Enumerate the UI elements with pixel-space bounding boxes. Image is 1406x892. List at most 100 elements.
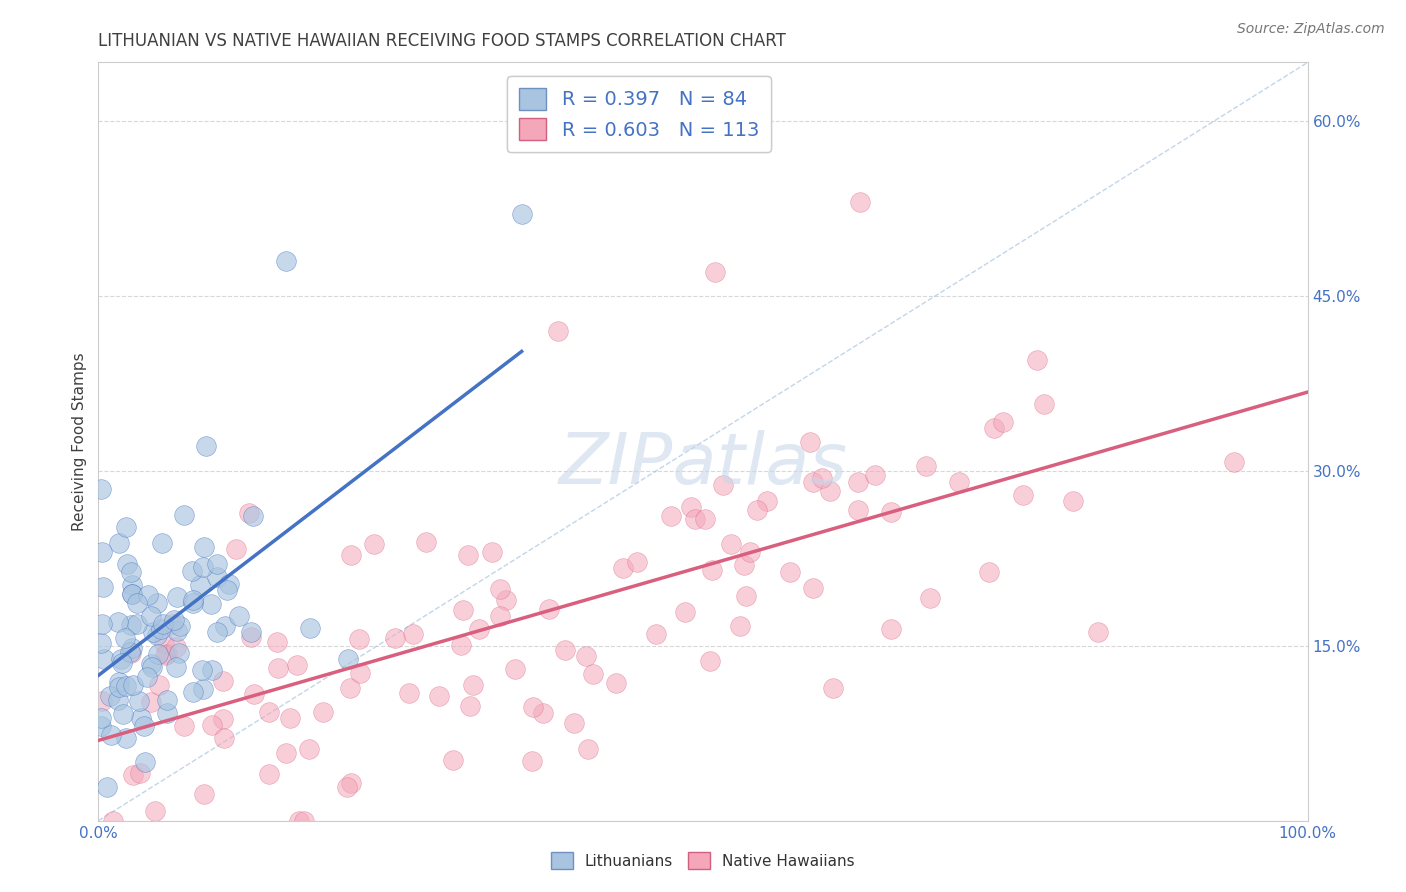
Point bbox=[148, 678, 170, 692]
Point bbox=[340, 548, 363, 562]
Point bbox=[205, 570, 228, 584]
Point bbox=[450, 638, 472, 652]
Point bbox=[120, 645, 142, 659]
Point bbox=[531, 706, 554, 720]
Point bbox=[846, 503, 869, 517]
Point bbox=[702, 563, 724, 577]
Point bbox=[298, 621, 321, 635]
Legend: R = 0.397   N = 84, R = 0.603   N = 113: R = 0.397 N = 84, R = 0.603 N = 113 bbox=[508, 76, 770, 152]
Point bbox=[801, 581, 824, 595]
Point bbox=[214, 619, 236, 633]
Point bbox=[166, 590, 188, 604]
Point bbox=[121, 565, 143, 579]
Point bbox=[266, 635, 288, 649]
Point bbox=[180, 564, 202, 578]
Point bbox=[115, 731, 138, 746]
Point bbox=[453, 603, 475, 617]
Point bbox=[679, 500, 702, 514]
Point bbox=[880, 505, 903, 519]
Point bbox=[756, 494, 779, 508]
Point bbox=[576, 741, 599, 756]
Point bbox=[114, 632, 136, 646]
Point bbox=[115, 557, 138, 571]
Point bbox=[121, 587, 143, 601]
Point bbox=[458, 699, 481, 714]
Point bbox=[191, 663, 214, 677]
Point bbox=[111, 656, 134, 670]
Point bbox=[849, 195, 872, 210]
Point bbox=[121, 578, 143, 592]
Point bbox=[489, 609, 512, 624]
Point bbox=[108, 535, 131, 549]
Point bbox=[111, 706, 134, 721]
Point bbox=[212, 673, 235, 688]
Y-axis label: Receiving Food Stamps: Receiving Food Stamps bbox=[72, 352, 87, 531]
Point bbox=[150, 535, 173, 549]
Point bbox=[167, 646, 190, 660]
Point bbox=[212, 712, 235, 726]
Point bbox=[734, 589, 756, 603]
Point bbox=[121, 768, 143, 782]
Point bbox=[695, 512, 717, 526]
Point bbox=[920, 591, 942, 605]
Point bbox=[131, 711, 153, 725]
Point bbox=[811, 471, 834, 485]
Point bbox=[212, 731, 235, 746]
Point bbox=[280, 711, 302, 725]
Point bbox=[134, 719, 156, 733]
Point bbox=[240, 630, 263, 644]
Point bbox=[127, 595, 149, 609]
Point bbox=[188, 578, 211, 592]
Point bbox=[673, 605, 696, 619]
Point bbox=[139, 695, 162, 709]
Point bbox=[205, 557, 228, 571]
Point bbox=[215, 583, 238, 598]
Text: Source: ZipAtlas.com: Source: ZipAtlas.com bbox=[1237, 22, 1385, 37]
Point bbox=[711, 477, 734, 491]
Point bbox=[267, 661, 290, 675]
Point bbox=[402, 627, 425, 641]
Point bbox=[238, 506, 260, 520]
Point bbox=[239, 624, 262, 639]
Point bbox=[193, 788, 215, 802]
Point bbox=[1032, 397, 1054, 411]
Point bbox=[163, 613, 186, 627]
Point bbox=[107, 692, 129, 706]
Point bbox=[659, 508, 682, 523]
Point bbox=[699, 654, 721, 668]
Point bbox=[347, 632, 370, 646]
Point bbox=[225, 542, 247, 557]
Point bbox=[90, 482, 112, 496]
Point bbox=[510, 207, 533, 221]
Point bbox=[605, 676, 627, 690]
Point bbox=[336, 651, 359, 665]
Point bbox=[979, 565, 1001, 579]
Point bbox=[683, 512, 706, 526]
Point bbox=[121, 587, 143, 601]
Point bbox=[848, 475, 870, 490]
Point bbox=[128, 694, 150, 708]
Point bbox=[520, 754, 543, 768]
Point bbox=[181, 685, 204, 699]
Point bbox=[165, 640, 187, 654]
Point bbox=[90, 718, 112, 732]
Point bbox=[468, 622, 491, 636]
Point bbox=[821, 681, 844, 695]
Point bbox=[110, 652, 132, 666]
Point bbox=[538, 601, 561, 615]
Point bbox=[165, 659, 187, 673]
Point bbox=[114, 679, 136, 693]
Point bbox=[108, 680, 131, 694]
Point bbox=[201, 718, 224, 732]
Point bbox=[120, 646, 142, 660]
Point bbox=[1222, 455, 1244, 469]
Point bbox=[169, 619, 191, 633]
Point bbox=[398, 686, 420, 700]
Point bbox=[799, 435, 821, 450]
Point bbox=[415, 534, 437, 549]
Point bbox=[129, 765, 152, 780]
Point bbox=[384, 632, 406, 646]
Point bbox=[90, 711, 112, 725]
Point bbox=[146, 647, 169, 661]
Point bbox=[93, 651, 115, 665]
